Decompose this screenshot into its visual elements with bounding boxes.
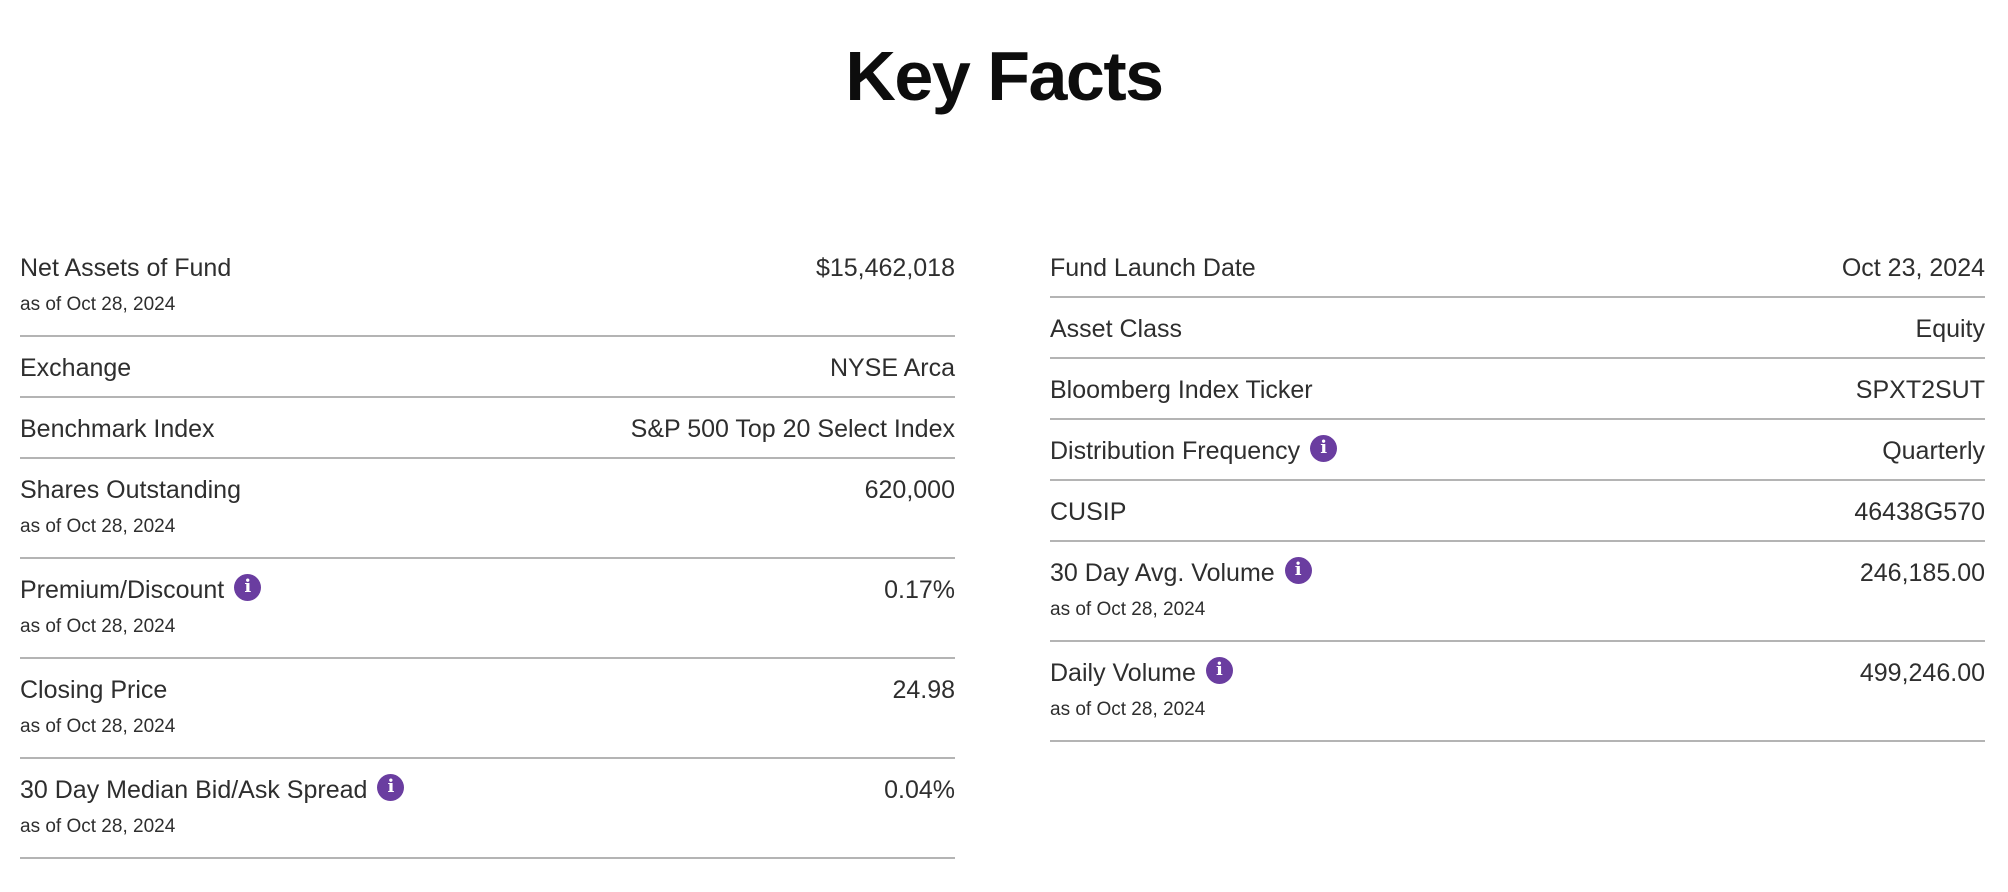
as-of-date: as of Oct 28, 2024 [1050, 699, 1206, 720]
table-row: CUSIP 46438G570 [1050, 481, 1985, 542]
fact-value: 499,246.00 [1859, 659, 1985, 687]
fact-value: SPXT2SUT [1855, 376, 1985, 404]
fact-label: Fund Launch Date [1050, 254, 1256, 282]
table-row: Distribution Frequency i Quarterly [1050, 420, 1985, 481]
as-of-date: as of Oct 28, 2024 [1050, 599, 1206, 620]
fact-value: Equity [1915, 315, 1985, 343]
fact-label: Shares Outstanding [20, 476, 241, 504]
table-row: Closing Price as of Oct 28, 2024 24.98 [20, 659, 955, 759]
fact-label: Bloomberg Index Ticker [1050, 376, 1313, 404]
fact-label-block: Shares Outstanding as of Oct 28, 2024 [20, 473, 241, 546]
page-title: Key Facts [845, 37, 1164, 115]
fact-label-block: Exchange [20, 351, 131, 385]
as-of-date: as of Oct 28, 2024 [20, 716, 176, 737]
fact-value: 0.04% [884, 776, 955, 804]
info-icon[interactable]: i [377, 773, 405, 801]
fact-label: Asset Class [1050, 315, 1182, 343]
table-row: Premium/Discount i as of Oct 28, 2024 0.… [20, 559, 955, 659]
fact-label-block: CUSIP [1050, 495, 1126, 529]
fact-label: Premium/Discount [20, 576, 225, 604]
fact-value: 246,185.00 [1859, 559, 1985, 587]
info-icon[interactable]: i [1205, 656, 1233, 684]
table-row: Bloomberg Index Ticker SPXT2SUT [1050, 359, 1985, 420]
fact-label-block: Benchmark Index [20, 412, 215, 446]
fact-label-block: Fund Launch Date [1050, 251, 1256, 285]
fact-value: S&P 500 Top 20 Select Index [630, 415, 955, 443]
fact-label-block: Net Assets of Fund as of Oct 28, 2024 [20, 251, 231, 324]
fact-label: 30 Day Avg. Volume [1050, 559, 1275, 587]
table-row: Exchange NYSE Arca [20, 337, 955, 398]
fact-value: $15,462,018 [815, 254, 955, 282]
table-row: Asset Class Equity [1050, 298, 1985, 359]
fact-label-block: Premium/Discount i as of Oct 28, 2024 [20, 573, 262, 646]
fact-label: Closing Price [20, 676, 168, 704]
fact-label-block: 30 Day Median Bid/Ask Spread i as of Oct… [20, 773, 405, 846]
fact-label: Exchange [20, 354, 132, 382]
fact-value: 24.98 [892, 676, 955, 704]
info-icon[interactable]: i [234, 573, 262, 601]
table-row: Net Assets of Fund as of Oct 28, 2024 $1… [20, 237, 955, 337]
fact-label-block: Asset Class [1050, 312, 1182, 346]
table-row: 30 Day Median Bid/Ask Spread i as of Oct… [20, 759, 955, 859]
fact-label: Benchmark Index [20, 415, 215, 443]
fact-label-block: Bloomberg Index Ticker [1050, 373, 1313, 407]
fact-label-block: 30 Day Avg. Volume i as of Oct 28, 2024 [1050, 556, 1312, 629]
fact-label: Distribution Frequency [1050, 437, 1301, 465]
fact-label: CUSIP [1050, 498, 1127, 526]
info-icon[interactable]: i [1284, 556, 1312, 584]
fact-label-block: Closing Price as of Oct 28, 2024 [20, 673, 175, 746]
fact-label: 30 Day Median Bid/Ask Spread [20, 776, 368, 804]
fact-value: NYSE Arca [829, 354, 955, 382]
key-facts-section: Net Assets of Fund as of Oct 28, 2024 $1… [0, 237, 2008, 859]
fact-value: 46438G570 [1854, 498, 1985, 526]
table-row: 30 Day Avg. Volume i as of Oct 28, 2024 … [1050, 542, 1985, 642]
fact-value: 620,000 [864, 476, 955, 504]
as-of-date: as of Oct 28, 2024 [20, 816, 176, 837]
as-of-date: as of Oct 28, 2024 [20, 516, 176, 537]
fact-label: Net Assets of Fund [20, 254, 232, 282]
fact-label-block: Distribution Frequency i [1050, 434, 1338, 468]
fact-label: Daily Volume [1050, 659, 1196, 687]
as-of-date: as of Oct 28, 2024 [20, 294, 176, 315]
fact-value: Quarterly [1882, 437, 1985, 465]
fact-value: 0.17% [884, 576, 955, 604]
fact-value: Oct 23, 2024 [1841, 254, 1985, 282]
as-of-date: as of Oct 28, 2024 [20, 616, 176, 637]
info-icon[interactable]: i [1310, 434, 1338, 462]
facts-column-right: Fund Launch Date Oct 23, 2024 Asset Clas… [1050, 237, 1985, 742]
table-row: Fund Launch Date Oct 23, 2024 [1050, 237, 1985, 298]
table-row: Benchmark Index S&P 500 Top 20 Select In… [20, 398, 955, 459]
table-row: Shares Outstanding as of Oct 28, 2024 62… [20, 459, 955, 559]
facts-column-left: Net Assets of Fund as of Oct 28, 2024 $1… [20, 237, 955, 859]
table-row: Daily Volume i as of Oct 28, 2024 499,24… [1050, 642, 1985, 742]
fact-label-block: Daily Volume i as of Oct 28, 2024 [1050, 656, 1233, 729]
